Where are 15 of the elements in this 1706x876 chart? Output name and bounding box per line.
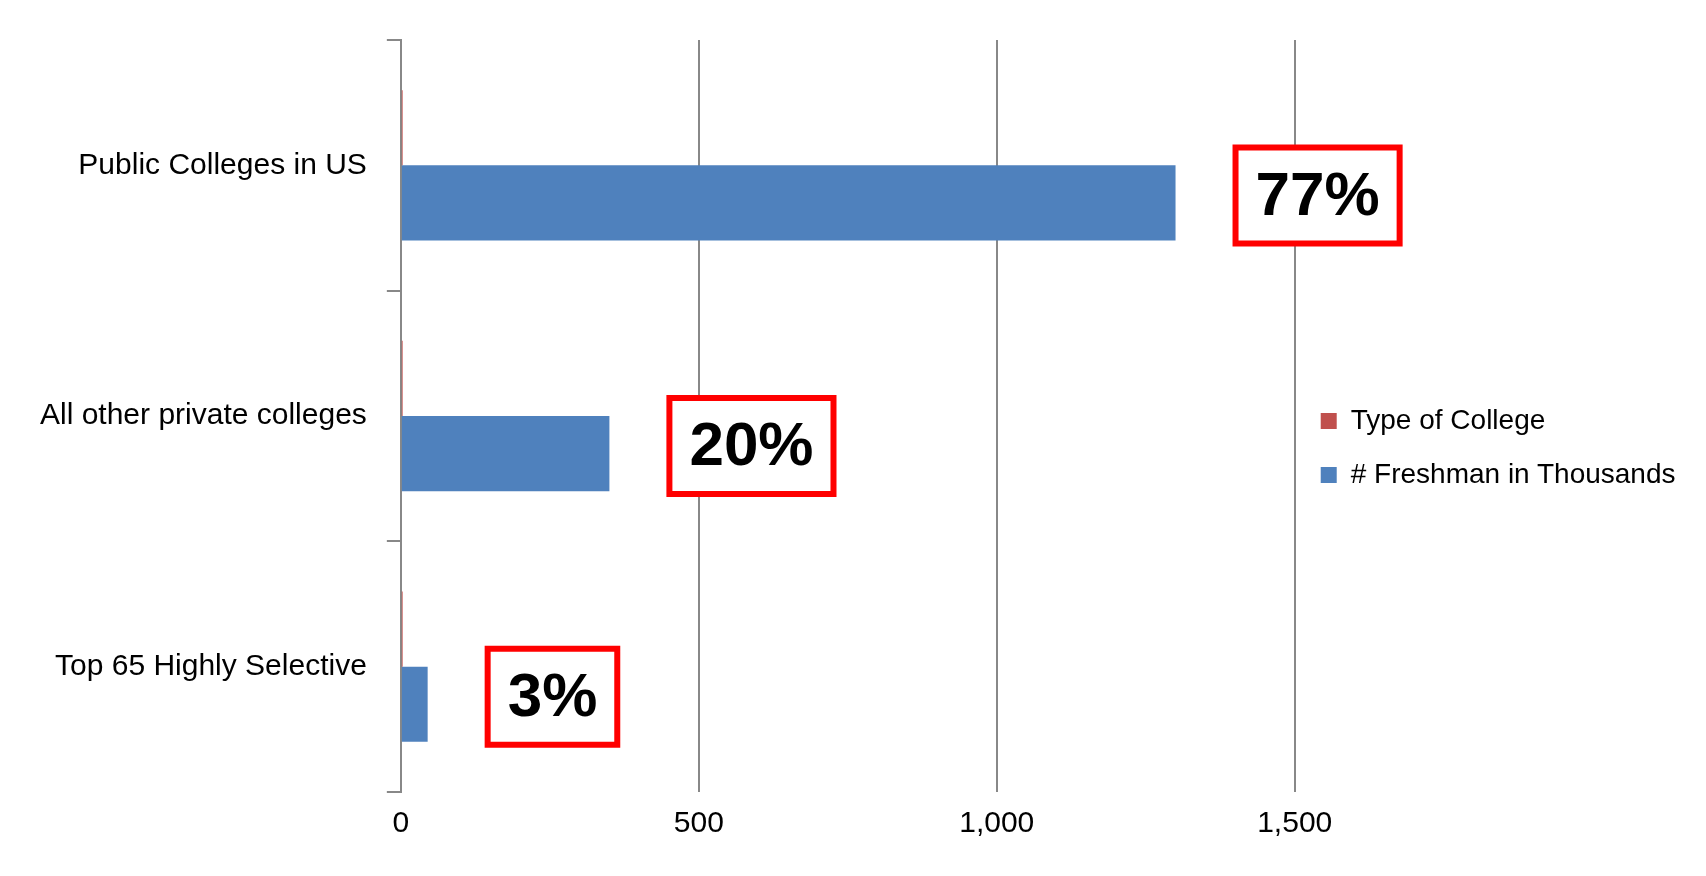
bar — [401, 666, 428, 742]
bar — [401, 416, 610, 492]
bar — [401, 165, 1176, 241]
y-tick-label: Top 65 Highly Selective — [54, 647, 367, 681]
annotation: 77% — [1255, 158, 1380, 228]
y-tick-label: Public Colleges in US — [78, 146, 367, 180]
y-tick-label: All other private colleges — [39, 397, 367, 431]
annotation: 20% — [689, 409, 814, 479]
x-tick-label: 1,500 — [1257, 805, 1333, 839]
annotation: 3% — [507, 659, 598, 729]
legend-label: # Freshman in Thousands — [1350, 457, 1676, 489]
legend-label: Type of College — [1350, 403, 1546, 435]
x-tick-label: 0 — [392, 805, 410, 839]
x-tick-label: 1,000 — [959, 805, 1035, 839]
x-tick-label: 500 — [673, 805, 724, 839]
